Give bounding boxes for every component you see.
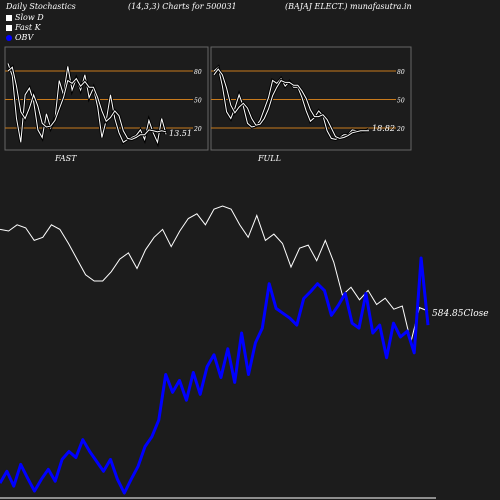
chart-title-center: (14,3,3) Charts for 500031 xyxy=(128,2,237,11)
full-ytick-80: 80 xyxy=(397,69,405,76)
chart-title-left: Daily Stochastics xyxy=(6,2,76,11)
legend-item-obv: OBV xyxy=(6,33,33,42)
full-last-value-label: 18.82 xyxy=(372,124,395,133)
legend-item-slow-d: Slow D xyxy=(6,13,44,22)
fast-panel-caption: FAST xyxy=(54,154,77,163)
fast-ytick-50: 50 xyxy=(194,98,202,105)
full-panel-caption: FULL xyxy=(257,154,281,163)
full-panel-frame xyxy=(210,46,412,151)
legend-item-fast-k: Fast K xyxy=(6,23,41,32)
legend-label-obv: OBV xyxy=(15,33,34,42)
legend-swatch-slow-d xyxy=(6,14,12,21)
legend-swatch-obv xyxy=(6,34,12,41)
legend-swatch-fast-k xyxy=(6,24,12,31)
legend-label-fast-k: Fast K xyxy=(15,23,41,32)
fast-last-value-label: 13.51 xyxy=(169,129,192,138)
fast-ytick-20: 20 xyxy=(193,126,202,133)
full-ytick-20: 20 xyxy=(396,126,405,133)
legend-label-slow-d: Slow D xyxy=(15,13,44,22)
chart-title-right: (BAJAJ ELECT.) munafasutra.in xyxy=(285,2,412,11)
full-series-line-slow-d xyxy=(213,68,369,139)
obv-line xyxy=(0,256,430,495)
fast-ytick-80: 80 xyxy=(194,69,202,76)
close-price-line xyxy=(0,205,429,343)
close-value-label: 584.85Close xyxy=(432,309,489,319)
fast-series-line-slow-d xyxy=(7,66,167,140)
full-ytick-50: 50 xyxy=(397,98,405,105)
